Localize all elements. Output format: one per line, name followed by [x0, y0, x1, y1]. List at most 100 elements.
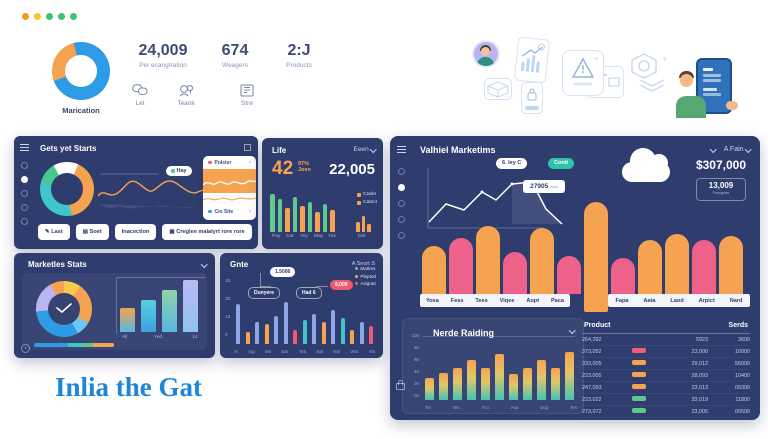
- x-label: Yosa: [425, 297, 439, 304]
- quick-action-let[interactable]: Let: [118, 84, 162, 107]
- x-label: Arpict: [698, 297, 715, 304]
- sidebar-item-icon[interactable]: [21, 162, 28, 169]
- table-row[interactable]: 223,005 28,093 10400: [582, 370, 750, 382]
- bar: [283, 302, 288, 344]
- sidebar-item-icon[interactable]: [21, 218, 28, 225]
- cell-chip: [632, 360, 658, 367]
- cell-chip: [632, 408, 658, 415]
- lock-icon: [396, 380, 405, 390]
- status-chip: [632, 408, 646, 413]
- chevron-down-icon[interactable]: [568, 327, 575, 334]
- table-row[interactable]: 333,005 29,012 56000: [582, 358, 750, 370]
- bar: [692, 240, 716, 294]
- panel-title: Valhiel Marketims: [420, 145, 496, 155]
- check-icon: [56, 303, 72, 313]
- quick-action-teank[interactable]: Teank: [164, 84, 208, 107]
- panel-nerde-raiding: Nerde Raiding 100 80 60 40 20 00 Tw Tes Tvo Asa D…: [402, 318, 584, 414]
- x-label: Yos: [328, 234, 336, 239]
- cell-serds: 56000: [735, 360, 750, 367]
- x-label: Al: [234, 349, 238, 354]
- fain-dropdown[interactable]: A Fain: [724, 145, 751, 153]
- menu-icon[interactable]: [20, 144, 29, 146]
- column-serds: Serds: [728, 322, 748, 329]
- card-row-cio-site[interactable]: Cio Site ›: [203, 205, 256, 218]
- x-label: Ma: [265, 349, 272, 354]
- stat-value: 674: [221, 42, 249, 59]
- gate-pill-dunyere[interactable]: Dunyere: [248, 287, 281, 299]
- market-pill-conti[interactable]: Conti: [548, 158, 575, 169]
- stat-label: Products: [286, 62, 312, 69]
- bar: [476, 226, 500, 294]
- x-label: May: [314, 234, 324, 239]
- cell-value: 5923: [696, 336, 708, 343]
- creglee-button[interactable]: ▦ Creglee malalyrt rore rore: [162, 224, 252, 240]
- legend-item: Pleptod: [354, 274, 376, 279]
- box-icon: [484, 78, 512, 100]
- cell-product: 223,005: [582, 372, 602, 379]
- table-header: Product Serds: [582, 318, 750, 334]
- page-caption: Inlia the Gat: [55, 372, 203, 402]
- clock-icon[interactable]: [21, 344, 30, 353]
- legend-item: Catect: [356, 200, 377, 205]
- cell-product: 247,093: [582, 384, 602, 391]
- bar: [264, 324, 269, 344]
- window-dots: [22, 13, 77, 20]
- table-row[interactable]: 247,093 23,013 09300: [582, 382, 750, 394]
- sidebar-item-icon[interactable]: [398, 200, 405, 207]
- chevron-down-icon[interactable]: [710, 146, 717, 153]
- market-pill-key[interactable]: 6. ley C: [496, 158, 528, 169]
- panel-title: Gnte: [230, 260, 249, 269]
- sidebar-item-icon[interactable]: [398, 232, 405, 239]
- last-button[interactable]: ✎ Last: [38, 224, 70, 240]
- soet-button[interactable]: ▤ Soet: [75, 224, 109, 240]
- bar: [322, 204, 327, 232]
- stat-messages: 674 Weagers: [205, 42, 265, 69]
- grid-icon: ▦: [169, 229, 175, 235]
- window-dot: [58, 13, 65, 20]
- panel-action-icon[interactable]: [244, 144, 251, 151]
- inacection-button[interactable]: Inacection: [114, 224, 157, 240]
- table-row[interactable]: 223,022 33,019 11800: [582, 394, 750, 406]
- sidebar-item-icon[interactable]: [21, 190, 28, 197]
- cell-serds: 10000: [735, 348, 750, 355]
- table-row[interactable]: 264,392 5923 3600: [582, 334, 750, 346]
- cell-product: 273,072: [582, 408, 602, 415]
- sidebar-item-icon[interactable]: [398, 184, 405, 191]
- analytics-card-icon: [513, 36, 551, 84]
- sidebar-item-icon[interactable]: [21, 204, 28, 211]
- gate-bar-chart: [236, 300, 373, 344]
- bar: [425, 378, 434, 400]
- tag-label: Hay: [176, 168, 187, 174]
- chevron-down-icon[interactable]: [200, 261, 207, 268]
- hay-tag[interactable]: Hay: [166, 166, 192, 176]
- gate-pill-had[interactable]: Had 6: [296, 287, 322, 299]
- stats-progress-bar: [34, 343, 114, 347]
- card-row-label: Cio Site: [214, 208, 234, 215]
- bar: [557, 256, 581, 294]
- sidebar-item-icon[interactable]: [398, 168, 405, 175]
- quick-action-label: Teank: [177, 100, 195, 107]
- cell-chip: [632, 348, 658, 355]
- quick-action-stre[interactable]: Stre: [225, 84, 269, 107]
- chevron-right-icon: ›: [249, 208, 251, 215]
- y-label: 20: [414, 381, 419, 386]
- sidebar-item-icon[interactable]: [21, 176, 28, 183]
- legend-swatch: [354, 274, 358, 278]
- legend-label: Matlres: [360, 266, 376, 271]
- bar: [467, 360, 476, 400]
- life-secondary-value: 22,005: [329, 161, 375, 178]
- gate-x-labels: Al Iog Ma Ear Tea Sal Nal Wut Yat: [234, 349, 375, 354]
- table-row[interactable]: 373,052 23,000 10000: [582, 346, 750, 358]
- card-row-polster[interactable]: Polster ›: [203, 156, 256, 169]
- sort-control[interactable]: A Seort S: [351, 261, 375, 267]
- table-row[interactable]: 273,072 23,005 00500: [582, 406, 750, 418]
- x-label: Nard: [729, 297, 743, 304]
- y-label: 60: [414, 357, 419, 362]
- lock-card-icon: [521, 82, 543, 114]
- legend-swatch: [354, 267, 358, 270]
- life-dropdown[interactable]: Eeen: [354, 146, 376, 153]
- sidebar-item-icon[interactable]: [398, 216, 405, 223]
- menu-icon[interactable]: [397, 146, 406, 148]
- brand-donut-chart: [52, 42, 110, 100]
- connector-line: [260, 273, 271, 287]
